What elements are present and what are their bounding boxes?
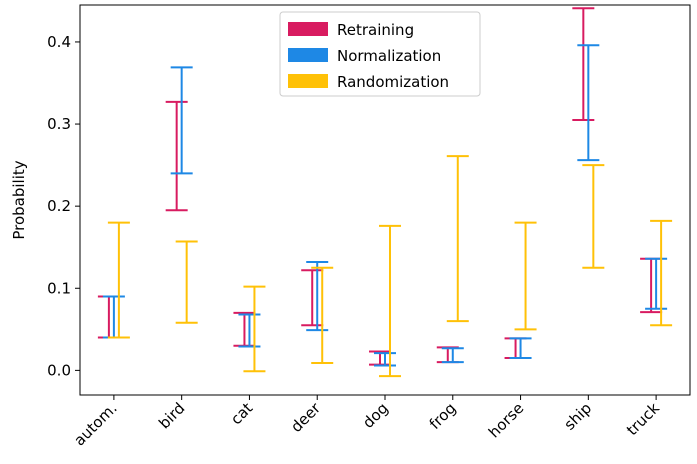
errorbar-randomization-horse — [514, 221, 537, 331]
legend-label: Randomization — [337, 73, 449, 91]
legend-swatch — [288, 74, 328, 88]
errorbar-randomization-frog — [446, 155, 469, 323]
errorbar-retraining-ship — [572, 7, 595, 121]
y-tick-label: 0.1 — [47, 279, 71, 297]
errorbar-retraining-truck — [640, 257, 663, 314]
errorbar-retraining-bird — [165, 100, 188, 212]
errorbar-randomization-bird — [175, 240, 198, 324]
x-tick-label: truck — [623, 399, 663, 439]
legend-label: Retraining — [337, 21, 414, 39]
legend-box — [279, 11, 481, 97]
errorbar-retraining-autom — [97, 295, 120, 339]
errorbar-randomization-autom — [107, 221, 130, 339]
errorbar-randomization-cat — [243, 285, 266, 373]
errorbar-randomization-ship — [582, 164, 605, 269]
errorbar-normalization-ship — [577, 44, 600, 162]
x-tick-label: ship — [561, 399, 596, 434]
x-tick-label: dog — [359, 399, 392, 432]
x-tick-label: frog — [426, 399, 460, 433]
x-tick-label: cat — [227, 399, 256, 428]
x-tick-label: bird — [155, 399, 188, 432]
errorbar-randomization-truck — [650, 219, 673, 327]
legend-swatch — [288, 48, 328, 62]
errorbar-normalization-dog — [374, 352, 396, 367]
errorbar-retraining-horse — [504, 337, 527, 360]
y-tick-label: 0.2 — [47, 197, 71, 215]
errorbar-randomization-deer — [311, 266, 334, 364]
plot-area — [97, 7, 673, 378]
errorbar-retraining-cat — [233, 311, 256, 347]
y-axis-label: Probability — [10, 160, 28, 239]
y-tick-label: 0.4 — [47, 33, 71, 51]
y-tick-label: 0.0 — [47, 361, 71, 379]
x-tick-label: autom. — [70, 399, 120, 449]
errorbar-normalization-autom — [102, 295, 125, 339]
legend-label: Normalization — [337, 47, 441, 65]
errorbar-normalization-cat — [238, 313, 261, 348]
errorbar-normalization-horse — [509, 337, 532, 360]
errorbar-retraining-frog — [436, 346, 459, 364]
errorbar-normalization-frog — [441, 347, 464, 364]
y-tick-label: 0.3 — [47, 115, 71, 133]
errorbar-randomization-dog — [379, 224, 401, 378]
errorbar-normalization-deer — [306, 260, 329, 332]
x-tick-label: deer — [287, 399, 324, 436]
legend-swatch — [288, 22, 328, 36]
legend: Retraining Normalization Randomization — [279, 11, 481, 97]
x-tick-label: horse — [485, 399, 527, 441]
errorbar-retraining-deer — [301, 269, 324, 327]
errorbar-normalization-truck — [645, 257, 668, 310]
errorbar-normalization-bird — [170, 66, 193, 175]
